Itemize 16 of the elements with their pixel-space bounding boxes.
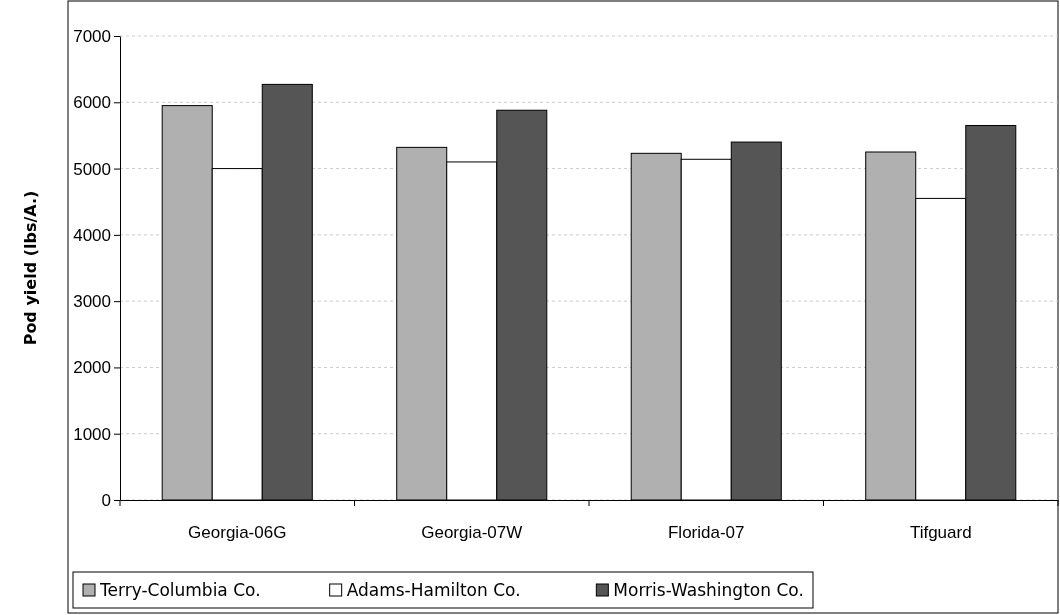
legend-label: Terry-Columbia Co. [99, 580, 261, 600]
y-tick-label: 1000 [73, 424, 111, 444]
y-tick-label: 2000 [73, 358, 111, 378]
x-tick-label: Tifguard [909, 523, 972, 543]
y-tick-label: 6000 [73, 93, 111, 113]
y-tick-label: 5000 [73, 159, 111, 179]
y-tick-label: 0 [101, 490, 111, 510]
legend-label: Morris-Washington Co. [613, 580, 804, 600]
x-tick-label: Georgia-06G [188, 523, 287, 543]
x-tick-label: Florida-07 [667, 523, 745, 543]
legend-label: Adams-Hamilton Co. [346, 580, 521, 600]
y-tick-label: 7000 [73, 26, 111, 46]
y-tick-label: 3000 [73, 292, 111, 312]
x-tick-label: Georgia-07W [421, 523, 523, 543]
y-axis-title: Pod yield (lbs/A.) [21, 190, 40, 346]
y-tick-label: 4000 [73, 225, 111, 245]
